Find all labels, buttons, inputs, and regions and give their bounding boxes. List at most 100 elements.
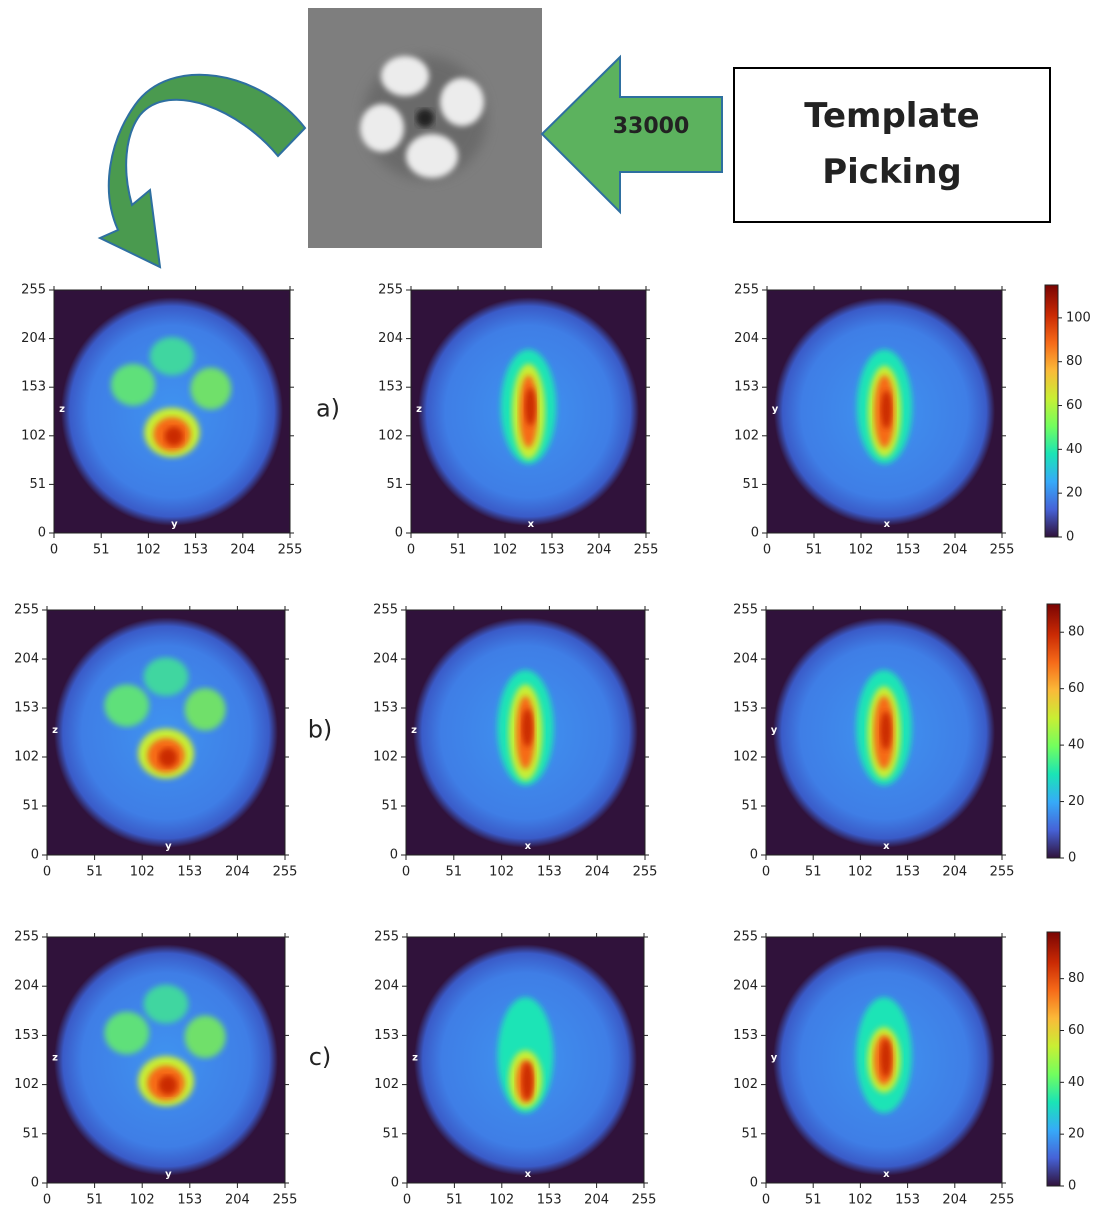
x-tick-label: 204 bbox=[230, 543, 255, 558]
x-tick-label: 153 bbox=[895, 865, 920, 880]
x-tick-label: 255 bbox=[632, 1193, 657, 1208]
y-tick-label: 204 bbox=[733, 979, 758, 994]
heatmap-image bbox=[773, 297, 996, 526]
y-tick-label: 204 bbox=[378, 331, 403, 346]
x-tick-label: 102 bbox=[489, 865, 514, 880]
y-tick-label: 153 bbox=[14, 701, 39, 716]
x-tick-label: 255 bbox=[990, 865, 1015, 880]
x-axis-label: y bbox=[165, 1169, 172, 1180]
y-axis-label: z bbox=[52, 725, 58, 736]
density-blob bbox=[149, 337, 195, 376]
x-tick-label: 51 bbox=[446, 865, 463, 880]
y-tick-label: 204 bbox=[733, 652, 758, 667]
density-blob bbox=[521, 1061, 533, 1101]
heatmap-image bbox=[54, 944, 278, 1176]
x-axis-label: x bbox=[883, 1169, 890, 1180]
y-tick-label: 51 bbox=[741, 1126, 758, 1141]
y-tick-label: 0 bbox=[390, 848, 398, 863]
x-tick-label: 204 bbox=[225, 865, 250, 880]
x-tick-label: 51 bbox=[805, 1193, 822, 1208]
x-tick-label: 102 bbox=[848, 1193, 873, 1208]
y-tick-label: 153 bbox=[733, 701, 758, 716]
heatmap-image bbox=[54, 617, 278, 848]
row-label: b) bbox=[308, 716, 333, 744]
density-blob bbox=[184, 688, 226, 731]
x-tick-label: 0 bbox=[762, 865, 770, 880]
x-tick-label: 51 bbox=[806, 543, 823, 558]
y-tick-label: 153 bbox=[733, 1028, 758, 1043]
x-tick-label: 255 bbox=[633, 865, 658, 880]
density-blob bbox=[143, 984, 189, 1024]
y-tick-label: 102 bbox=[14, 1077, 39, 1092]
x-axis-label: y bbox=[171, 519, 178, 530]
heatmap-image bbox=[413, 617, 638, 848]
heatmap-image bbox=[772, 617, 996, 848]
x-tick-label: 153 bbox=[177, 1193, 202, 1208]
x-tick-label: 0 bbox=[402, 865, 410, 880]
y-tick-label: 204 bbox=[14, 652, 39, 667]
x-tick-label: 153 bbox=[537, 1193, 562, 1208]
x-tick-label: 153 bbox=[896, 543, 921, 558]
x-tick-label: 0 bbox=[43, 865, 51, 880]
density-blob bbox=[110, 363, 156, 406]
x-tick-label: 102 bbox=[848, 865, 873, 880]
y-tick-label: 51 bbox=[29, 477, 46, 492]
y-tick-label: 0 bbox=[395, 526, 403, 541]
density-blob bbox=[164, 426, 184, 446]
x-tick-label: 51 bbox=[450, 543, 467, 558]
template-image bbox=[308, 8, 542, 248]
x-tick-label: 0 bbox=[50, 543, 58, 558]
y-tick-label: 153 bbox=[14, 1028, 39, 1043]
x-axis-label: x bbox=[525, 841, 532, 852]
x-tick-label: 255 bbox=[634, 543, 659, 558]
heatmap-image bbox=[413, 944, 638, 1176]
y-tick-label: 102 bbox=[374, 1077, 399, 1092]
y-tick-label: 255 bbox=[733, 930, 758, 945]
colorbar-tick-label: 40 bbox=[1066, 442, 1083, 457]
density-blob bbox=[158, 747, 178, 768]
y-tick-label: 204 bbox=[14, 979, 39, 994]
colorbar-tick-label: 40 bbox=[1068, 1075, 1085, 1090]
y-tick-label: 0 bbox=[31, 848, 39, 863]
density-blob bbox=[190, 367, 232, 410]
y-axis-label: z bbox=[59, 404, 65, 415]
axes-frame bbox=[410, 289, 647, 534]
x-tick-label: 204 bbox=[585, 865, 610, 880]
x-tick-label: 204 bbox=[225, 1193, 250, 1208]
colorbar-tick-label: 80 bbox=[1066, 354, 1083, 369]
row-label: a) bbox=[316, 395, 340, 423]
x-tick-label: 102 bbox=[136, 543, 161, 558]
axes-frame bbox=[46, 609, 286, 856]
y-tick-label: 255 bbox=[374, 930, 399, 945]
x-tick-label: 102 bbox=[130, 865, 155, 880]
colorbar bbox=[1046, 603, 1061, 859]
label-box bbox=[733, 67, 1051, 223]
colorbar-tick-label: 20 bbox=[1068, 794, 1085, 809]
x-tick-label: 255 bbox=[990, 1193, 1015, 1208]
colorbar-tick-label: 20 bbox=[1068, 1127, 1085, 1142]
y-tick-label: 204 bbox=[374, 979, 399, 994]
y-tick-label: 204 bbox=[734, 331, 759, 346]
colorbar-tick-label: 60 bbox=[1068, 1023, 1085, 1038]
x-tick-label: 102 bbox=[130, 1193, 155, 1208]
x-axis-label: x bbox=[883, 841, 890, 852]
density-blob bbox=[104, 1011, 150, 1055]
colorbar-tick-label: 0 bbox=[1068, 1179, 1076, 1194]
colorbar-tick-label: 40 bbox=[1068, 738, 1085, 753]
y-tick-label: 153 bbox=[21, 380, 46, 395]
density-blob bbox=[184, 1015, 226, 1059]
axes-frame bbox=[765, 609, 1003, 856]
y-tick-label: 255 bbox=[14, 930, 39, 945]
x-axis-label: x bbox=[884, 519, 891, 530]
axes-frame bbox=[406, 936, 645, 1184]
y-tick-label: 102 bbox=[373, 750, 398, 765]
y-tick-label: 255 bbox=[21, 283, 46, 298]
y-tick-label: 0 bbox=[391, 1176, 399, 1191]
x-tick-label: 102 bbox=[493, 543, 518, 558]
x-tick-label: 0 bbox=[43, 1193, 51, 1208]
y-axis-label: z bbox=[416, 404, 422, 415]
y-tick-label: 204 bbox=[21, 331, 46, 346]
y-tick-label: 102 bbox=[14, 750, 39, 765]
density-blob bbox=[880, 1038, 892, 1078]
